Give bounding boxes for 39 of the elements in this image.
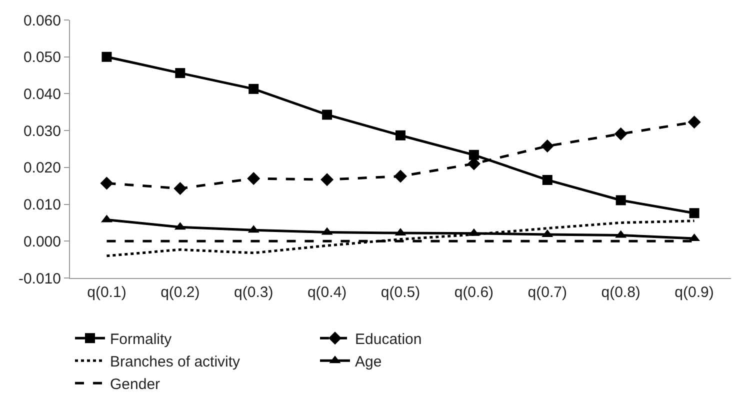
- point: [322, 110, 332, 120]
- point: [102, 52, 112, 62]
- point: [542, 174, 552, 185]
- x-tick-label: q(0.5): [380, 284, 420, 301]
- point: [396, 130, 406, 140]
- y-tick-label: 0.020: [23, 160, 61, 177]
- point: [174, 182, 187, 195]
- point: [394, 170, 407, 183]
- point: [175, 68, 186, 78]
- point: [100, 176, 114, 190]
- y-tick-label: 0.010: [23, 196, 61, 214]
- y-tick-label: -0.010: [18, 270, 61, 288]
- point: [540, 140, 554, 153]
- x-tick-label: q(0.9): [674, 284, 714, 301]
- legend-label: Education: [355, 330, 422, 348]
- legend-label: Age: [355, 353, 382, 370]
- y-tick-label: 0.030: [23, 122, 61, 140]
- y-tick-label: 0.060: [23, 12, 61, 30]
- point: [616, 195, 626, 206]
- point: [688, 116, 701, 129]
- y-tick-label: 0.000: [23, 233, 61, 250]
- point: [468, 150, 479, 160]
- x-tick-label: q(0.4): [307, 284, 347, 301]
- x-tick-label: q(0.2): [160, 284, 200, 301]
- y-tick-label: 0.050: [23, 49, 61, 66]
- x-tick-label: q(0.7): [528, 284, 567, 301]
- point: [320, 173, 334, 186]
- point: [248, 84, 259, 94]
- point: [247, 172, 260, 185]
- x-tick-label: q(0.3): [234, 284, 274, 301]
- point: [689, 208, 700, 218]
- legend-label: Formality: [110, 330, 172, 348]
- x-tick-label: q(0.6): [454, 284, 494, 301]
- x-tick-label: q(0.1): [87, 284, 126, 301]
- point: [614, 127, 628, 140]
- x-tick-label: q(0.8): [601, 284, 640, 301]
- legend-label: Branches of activity: [110, 353, 241, 370]
- legend-label: Gender: [110, 376, 160, 393]
- y-tick-label: 0.040: [23, 86, 61, 103]
